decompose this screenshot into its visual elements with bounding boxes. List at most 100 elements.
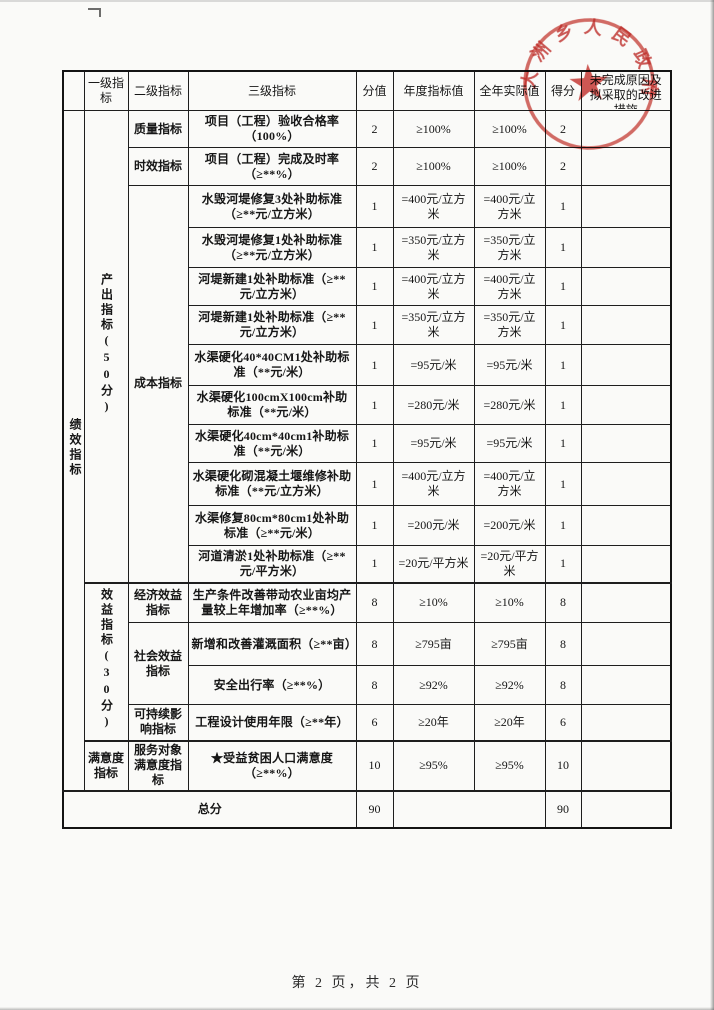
cell-annual: ≥100% <box>392 147 475 186</box>
table-row: 时效指标 项目（工程）完成及时率（≥**%） 2 ≥100% ≥100% 2 <box>63 147 672 186</box>
cell-got: 8 <box>544 622 582 666</box>
cell-score: 1 <box>355 462 394 506</box>
cell-level3: 项目（工程）完成及时率（≥**%） <box>187 147 357 186</box>
cell-remark <box>580 385 672 425</box>
table-row: 水渠硬化砌混凝土堰维修补助标准（**元/立方米） 1 =400元/立方米 =40… <box>63 462 672 506</box>
scan-edge-bottom <box>0 1007 714 1010</box>
cell-got: 1 <box>544 305 582 345</box>
cell-got: 1 <box>544 185 582 228</box>
cell-got: 1 <box>544 227 582 268</box>
header-level2: 二级指标 <box>127 70 189 111</box>
cell-got: 8 <box>544 581 582 623</box>
cell-actual: =350元/立方米 <box>473 305 546 345</box>
cell-score: 2 <box>355 110 394 148</box>
cell-actual: ≥795亩 <box>473 622 546 666</box>
cell-score: 1 <box>355 344 394 386</box>
table-row: 水渠修复80cm*80cm1处补助标准（≥**元/米） 1 =200元/米 =2… <box>63 505 672 546</box>
corner-cell <box>62 70 85 111</box>
group-performance-indicator: 绩效指标 <box>62 110 85 791</box>
total-got: 90 <box>544 789 582 828</box>
cell-score: 1 <box>355 385 394 425</box>
cell-level3: 水渠硬化砌混凝土堰维修补助标准（**元/立方米） <box>187 462 357 506</box>
cell-remark <box>580 185 672 228</box>
cell-got: 1 <box>544 545 582 583</box>
cell-score: 10 <box>355 739 394 791</box>
cell-remark <box>580 305 672 345</box>
cell-got: 10 <box>544 739 582 791</box>
cell-actual: =95元/米 <box>473 344 546 386</box>
cell-annual: =350元/立方米 <box>392 305 475 345</box>
cell-annual: ≥92% <box>392 665 475 705</box>
cell-actual: =280元/米 <box>473 385 546 425</box>
group-benefit-indicator: 效益指标(30分) <box>83 581 129 741</box>
cell-remark <box>580 704 672 741</box>
header-actual-value: 全年实际值 <box>473 70 546 111</box>
cell-level3: 新增和改善灌溉面积（≥**亩） <box>187 622 357 666</box>
total-values-empty <box>392 789 546 828</box>
table-row: 河堤新建1处补助标准（≥**元/立方米） 1 =350元/立方米 =350元/立… <box>63 305 672 345</box>
cell-annual: =400元/立方米 <box>392 462 475 506</box>
cell-annual: ≥795亩 <box>392 622 475 666</box>
cell-annual: =20元/平方米 <box>392 545 475 583</box>
cell-remark <box>580 344 672 386</box>
cell-remark <box>580 424 672 463</box>
cell-actual: =400元/立方米 <box>473 267 546 306</box>
scan-edge-top <box>0 0 714 2</box>
cell-actual: =95元/米 <box>473 424 546 463</box>
cell-annual: =95元/米 <box>392 424 475 463</box>
cell-annual: ≥100% <box>392 110 475 148</box>
cell-actual: =20元/平方米 <box>473 545 546 583</box>
cell-annual: =400元/立方米 <box>392 267 475 306</box>
cell-score: 1 <box>355 505 394 546</box>
cell-level3: 安全出行率（≥**%） <box>187 665 357 705</box>
cell-remark <box>580 147 672 186</box>
cell-got: 8 <box>544 665 582 705</box>
cell-level3: 项目（工程）验收合格率（100%） <box>187 110 357 148</box>
cell-got: 1 <box>544 385 582 425</box>
cell-actual: ≥92% <box>473 665 546 705</box>
cell-remark <box>580 462 672 506</box>
cell-score: 1 <box>355 305 394 345</box>
cell-score: 8 <box>355 622 394 666</box>
table-row: 满意度指标 服务对象满意度指标 ★受益贫困人口满意度（≥**%） 10 ≥95%… <box>63 739 672 791</box>
cell-remark <box>580 622 672 666</box>
group-satisfaction-indicator: 满意度指标 <box>83 739 129 791</box>
cell-annual: ≥95% <box>392 739 475 791</box>
cell-level3: 河堤新建1处补助标准（≥**元/立方米） <box>187 305 357 345</box>
header-annual-value: 年度指标值 <box>392 70 475 111</box>
cell-level3: 水渠硬化40cm*40cm1补助标准（**元/米） <box>187 424 357 463</box>
cell-level3: ★受益贫困人口满意度（≥**%） <box>187 739 357 791</box>
table-row: 安全出行率（≥**%） 8 ≥92% ≥92% 8 <box>63 665 672 705</box>
header-got-score: 得分 <box>544 70 582 111</box>
cell-level3: 水毁河堤修复3处补助标准（≥**元/立方米） <box>187 185 357 228</box>
cell-got: 2 <box>544 110 582 148</box>
table-row: 社会效益指标 新增和改善灌溉面积（≥**亩） 8 ≥795亩 ≥795亩 8 <box>63 622 672 705</box>
cell-score: 6 <box>355 704 394 741</box>
cell-actual: ≥10% <box>473 581 546 623</box>
scan-edge-right <box>710 0 714 1010</box>
cell-remark <box>580 267 672 306</box>
group-cost-indicator: 成本指标 <box>127 185 189 583</box>
cell-actual: ≥100% <box>473 110 546 148</box>
cell-level3: 水渠修复80cm*80cm1处补助标准（≥**元/米） <box>187 505 357 546</box>
cell-actual: ≥100% <box>473 147 546 186</box>
cell-actual: ≥20年 <box>473 704 546 741</box>
cell-level2: 服务对象满意度指标 <box>127 739 189 791</box>
cell-score: 2 <box>355 147 394 186</box>
table-row: 河堤新建1处补助标准（≥**元/立方米） 1 =400元/立方米 =400元/立… <box>63 267 672 306</box>
cell-level2: 经济效益指标 <box>127 581 189 623</box>
page-number-footer: 第 2 页，共 2 页 <box>291 976 423 991</box>
header-row: 一级指标 二级指标 三级指标 分值 年度指标值 全年实际值 得分 未完成原因及拟… <box>62 70 672 111</box>
cell-annual: =400元/立方米 <box>392 185 475 228</box>
cell-level3: 河堤新建1处补助标准（≥**元/立方米） <box>187 267 357 306</box>
cell-annual: ≥20年 <box>392 704 475 741</box>
cell-level2: 可持续影响指标 <box>127 704 189 741</box>
cell-got: 1 <box>544 462 582 506</box>
cell-actual: =400元/立方米 <box>473 185 546 228</box>
table-row: 水毁河堤修复1处补助标准（≥**元/立方米） 1 =350元/立方米 =350元… <box>63 227 672 268</box>
table-row: 成本指标 水毁河堤修复3处补助标准（≥**元/立方米） 1 =400元/立方米 … <box>63 185 672 583</box>
cell-actual: ≥95% <box>473 739 546 791</box>
cell-remark <box>580 789 672 828</box>
table-row: 效益指标(30分) 经济效益指标 生产条件改善带动农业亩均产量较上年增加率（≥*… <box>63 581 672 741</box>
table-row: 绩效指标 产出指标(50分) 质量指标 项目（工程）验收合格率（100%） 2 … <box>62 110 672 791</box>
